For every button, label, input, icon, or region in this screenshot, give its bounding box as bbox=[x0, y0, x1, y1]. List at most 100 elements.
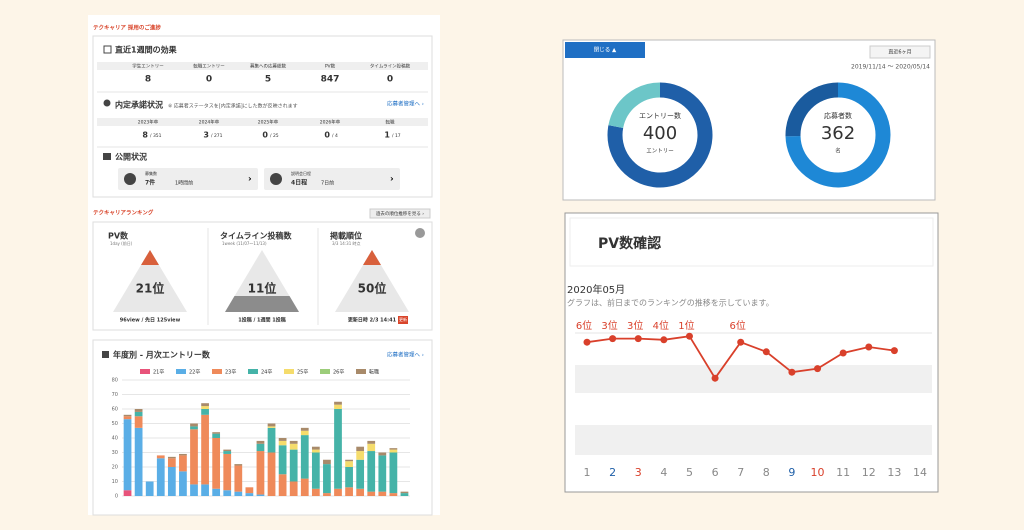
point bbox=[762, 348, 770, 356]
bar-segment bbox=[123, 414, 132, 417]
card-sub: 1week (11/07〜11/13) bbox=[222, 241, 267, 246]
note: ※ 応募者ステータスを[内定承諾]にした数が反映されます bbox=[168, 103, 298, 110]
bar-segment bbox=[367, 440, 376, 444]
metric-value: 0 bbox=[262, 131, 268, 140]
y-tick-label: 80 bbox=[112, 378, 118, 384]
bar-segment bbox=[223, 451, 232, 454]
section-title: 内定承諾状況 bbox=[115, 100, 163, 110]
bar-segment bbox=[389, 449, 398, 453]
column-header: タイムライン投稿数 bbox=[370, 63, 411, 70]
bar-segment bbox=[378, 491, 387, 496]
card-foot: 96view / 先日 125view bbox=[120, 317, 181, 324]
link[interactable]: 応募者管理へ › bbox=[387, 100, 424, 108]
tab-label[interactable]: 閉じる ▲ bbox=[594, 47, 617, 54]
button-label[interactable]: 過去の順位推移を見る › bbox=[376, 210, 424, 217]
point bbox=[788, 368, 796, 376]
bar-segment bbox=[212, 432, 221, 434]
column-header: 2024年卒 bbox=[199, 119, 220, 126]
bar-segment bbox=[311, 488, 320, 496]
column-header: 2023年卒 bbox=[138, 119, 159, 126]
bar-segment bbox=[334, 409, 342, 489]
bar-segment bbox=[123, 419, 132, 491]
publish-card[interactable] bbox=[118, 168, 258, 190]
description: グラフは、前日までのランキングの推移を示しています。 bbox=[567, 298, 774, 308]
bar-segment bbox=[201, 484, 209, 496]
x-tick-label: 6 bbox=[712, 466, 719, 479]
bar-segment bbox=[134, 411, 143, 417]
x-tick-label: 9 bbox=[788, 466, 795, 479]
donut-label: 応募者数 bbox=[824, 111, 852, 120]
chevron: › bbox=[248, 175, 252, 185]
y-tick-label: 20 bbox=[112, 465, 118, 471]
bar-segment bbox=[179, 453, 187, 456]
period-select[interactable] bbox=[869, 45, 931, 59]
publish-card[interactable] bbox=[264, 168, 400, 190]
bar-segment bbox=[256, 440, 265, 444]
bar-segment bbox=[356, 451, 365, 460]
x-tick-label: 4 bbox=[660, 466, 667, 479]
bar-segment bbox=[212, 488, 221, 496]
bar-segment bbox=[334, 404, 342, 409]
select-label[interactable]: 直近6ヶ月 bbox=[888, 49, 911, 56]
section-title: 直近1週間の効果 bbox=[115, 45, 177, 55]
bar-segment bbox=[300, 435, 309, 479]
donut-segment bbox=[608, 82, 661, 129]
value-label: 4位 bbox=[653, 319, 669, 332]
bar-segment bbox=[345, 487, 353, 496]
card-title: 掲載順位 bbox=[329, 231, 362, 241]
month: 2020年05月 bbox=[567, 283, 625, 296]
link[interactable]: 応募者管理へ › bbox=[387, 351, 424, 359]
legend-swatch bbox=[356, 369, 366, 374]
tab[interactable] bbox=[565, 42, 645, 58]
icon bbox=[103, 99, 111, 107]
column-header: 転職 bbox=[386, 119, 395, 126]
title-box bbox=[569, 217, 934, 267]
section-header: テクキャリア 採用のご進捗 bbox=[93, 24, 161, 32]
bar-segment bbox=[223, 449, 232, 452]
x-tick-label: 13 bbox=[887, 466, 901, 479]
metric-total: / 271 bbox=[211, 133, 223, 139]
card-icon bbox=[270, 173, 282, 185]
bar-segment bbox=[245, 487, 254, 494]
bar-segment bbox=[289, 443, 298, 450]
history-button[interactable] bbox=[369, 208, 431, 219]
legend-swatch bbox=[140, 369, 150, 374]
x-tick-label: 10 bbox=[811, 466, 825, 479]
metric-total: / 25 bbox=[270, 133, 279, 139]
bar-segment bbox=[389, 493, 398, 496]
legend-label: 23卒 bbox=[225, 369, 236, 376]
metric-value: 5 bbox=[265, 75, 271, 85]
bar-segment bbox=[190, 484, 198, 496]
column-header: 2026年卒 bbox=[320, 119, 341, 126]
bar-segment bbox=[167, 458, 176, 467]
section-title: 年度別 - 月次エントリー数 bbox=[113, 350, 211, 360]
bar-segment bbox=[256, 443, 265, 452]
bar-segment bbox=[212, 438, 221, 489]
bar-segment bbox=[278, 440, 287, 446]
card-title: タイムライン投稿数 bbox=[220, 231, 292, 241]
card-count: 7件 bbox=[145, 179, 155, 187]
legend-swatch bbox=[176, 369, 186, 374]
rank: 21位 bbox=[136, 281, 165, 296]
metric-value: 8 bbox=[145, 75, 151, 85]
donut-value: 400 bbox=[643, 123, 677, 144]
bar-segment bbox=[167, 467, 176, 496]
bar-segment bbox=[400, 493, 409, 496]
bar-segment bbox=[367, 451, 376, 492]
value-label: 1位 bbox=[678, 319, 694, 332]
bar-segment bbox=[123, 416, 132, 420]
legend-label: 22卒 bbox=[189, 369, 200, 376]
column-header: 募集への応募総数 bbox=[250, 63, 286, 70]
bar-segment bbox=[190, 429, 198, 485]
legend-swatch bbox=[248, 369, 258, 374]
bar-segment bbox=[223, 490, 232, 496]
card-updated: 1時間前 bbox=[175, 180, 193, 187]
help-icon[interactable] bbox=[415, 228, 425, 238]
bar-segment bbox=[367, 491, 376, 496]
y-tick-label: 60 bbox=[112, 407, 118, 413]
x-tick-label: 1 bbox=[584, 466, 591, 479]
icon bbox=[103, 45, 112, 54]
icon bbox=[102, 351, 109, 358]
metric-value: 1 bbox=[384, 131, 390, 140]
card-foot: 更新日時 2/3 14:41 bbox=[348, 317, 397, 324]
